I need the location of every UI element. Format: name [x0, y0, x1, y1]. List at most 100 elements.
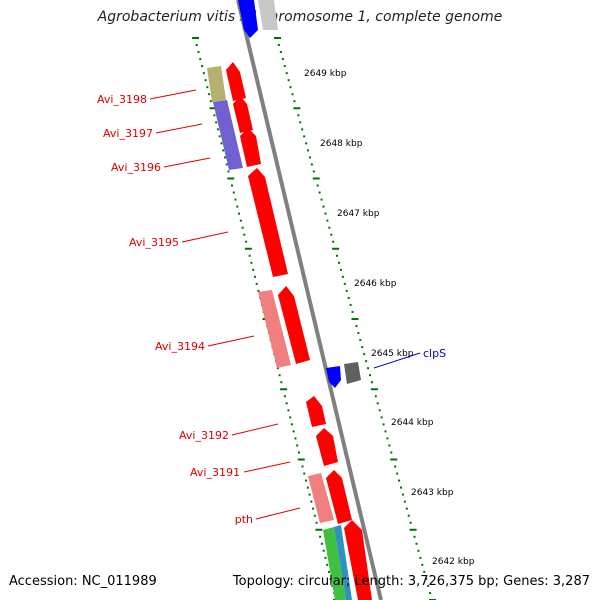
minor-tick — [303, 135, 306, 138]
minor-tick — [218, 135, 221, 138]
gene-avi3194-left[interactable] — [258, 290, 291, 368]
minor-tick — [303, 472, 306, 475]
minor-tick — [369, 374, 371, 377]
minor-tick — [341, 275, 344, 278]
minor-tick — [285, 72, 288, 75]
minor-tick — [319, 535, 322, 538]
gene-gray-right[interactable] — [344, 362, 361, 384]
minor-tick — [308, 156, 311, 159]
scale-label-2642: 2642 kbp — [432, 557, 475, 567]
minor-tick — [296, 444, 299, 447]
scale-label-2644: 2644 kbp — [391, 418, 434, 428]
major-tick — [351, 318, 359, 320]
gene-label-avi3191[interactable]: Avi_3191 — [190, 466, 240, 479]
minor-tick — [252, 268, 255, 271]
map-title: Agrobacterium vitis S4 chromosome 1, com… — [97, 9, 503, 25]
gene-avi3196-right[interactable] — [240, 128, 261, 167]
minor-tick — [367, 367, 370, 370]
minor-tick — [238, 212, 241, 215]
minor-tick — [250, 261, 253, 264]
gene-avi3192-right[interactable] — [306, 396, 326, 427]
minor-tick — [245, 240, 248, 243]
major-tick — [370, 388, 378, 391]
gene-pth-left[interactable] — [308, 473, 334, 523]
minor-tick — [305, 479, 308, 482]
minor-tick — [305, 142, 308, 145]
minor-tick — [322, 549, 325, 552]
minor-tick — [236, 205, 239, 208]
minor-tick — [332, 240, 335, 243]
minor-tick — [312, 170, 315, 173]
minor-tick — [328, 226, 331, 229]
gene-top-blue[interactable] — [238, 0, 258, 38]
major-tick — [293, 107, 301, 110]
minor-tick — [195, 44, 198, 47]
gene-avi3197-left[interactable] — [213, 100, 243, 170]
minor-tick — [199, 58, 202, 61]
gene-clps[interactable] — [326, 366, 341, 388]
gene-label-avi3194[interactable]: Avi_3194 — [155, 340, 205, 353]
minor-tick — [308, 493, 311, 496]
minor-tick — [423, 570, 426, 573]
gene-label-pth[interactable]: pth — [235, 513, 253, 526]
minor-tick — [363, 353, 366, 356]
minor-tick — [336, 254, 339, 257]
gene-avi3198-right[interactable] — [226, 62, 246, 101]
minor-tick — [243, 233, 246, 236]
minor-tick — [415, 542, 418, 545]
minor-tick — [345, 289, 348, 292]
scale-label-2647: 2647 kbp — [337, 209, 380, 219]
minor-tick — [283, 395, 286, 398]
gene-label-avi3192[interactable]: Avi_3192 — [179, 429, 229, 442]
minor-tick — [382, 423, 385, 426]
genome-backbone — [236, 0, 383, 600]
gene-avi3191-right[interactable] — [316, 428, 338, 466]
minor-tick — [280, 381, 283, 384]
minor-tick — [427, 584, 430, 587]
minor-tick — [398, 479, 401, 482]
minor-tick — [283, 65, 286, 68]
gene-avi3197-right[interactable] — [233, 96, 253, 133]
gene-avi3194-right[interactable] — [278, 286, 310, 364]
minor-tick — [285, 402, 288, 405]
minor-tick — [326, 219, 329, 222]
gene-avi3198-left[interactable] — [207, 66, 226, 102]
minor-tick — [227, 170, 230, 173]
minor-tick — [396, 472, 399, 475]
major-tick — [297, 458, 305, 461]
minor-tick — [310, 163, 313, 166]
minor-tick — [209, 100, 212, 103]
gene-top-gray[interactable] — [258, 0, 278, 30]
gene-label-clps[interactable]: clpS — [423, 347, 446, 360]
scale-label-2643: 2643 kbp — [411, 488, 454, 498]
minor-tick — [216, 128, 219, 131]
gene-label-avi3198[interactable]: Avi_3198 — [97, 93, 147, 106]
gene-label-avi3195[interactable]: Avi_3195 — [129, 236, 179, 249]
leader-lines — [149, 89, 301, 520]
minor-tick — [419, 556, 422, 559]
minor-tick — [291, 93, 294, 96]
minor-tick — [390, 451, 393, 454]
gene-pth-right[interactable] — [326, 470, 352, 524]
gene-avi3195-right[interactable] — [248, 168, 288, 277]
minor-tick — [197, 51, 200, 54]
minor-tick — [400, 486, 402, 489]
gene-teal-left[interactable] — [334, 525, 352, 600]
minor-tick — [343, 282, 346, 285]
minor-tick — [338, 261, 340, 264]
scale-label-2649: 2649 kbp — [304, 69, 347, 79]
gene-green-left[interactable] — [323, 527, 346, 600]
minor-tick — [222, 149, 225, 152]
minor-tick — [279, 51, 282, 54]
scale-label-2645: 2645 kbp — [371, 349, 414, 359]
minor-tick — [208, 93, 211, 96]
gene-label-avi3196[interactable]: Avi_3196 — [111, 161, 161, 174]
scale-label-2648: 2648 kbp — [320, 139, 363, 149]
minor-tick — [241, 226, 244, 229]
minor-tick — [253, 275, 256, 278]
minor-tick — [202, 72, 205, 75]
minor-tick — [313, 514, 316, 517]
gene-label-avi3197[interactable]: Avi_3197 — [103, 127, 153, 140]
gene-bottom-right[interactable] — [344, 520, 372, 600]
minor-tick — [322, 205, 325, 208]
